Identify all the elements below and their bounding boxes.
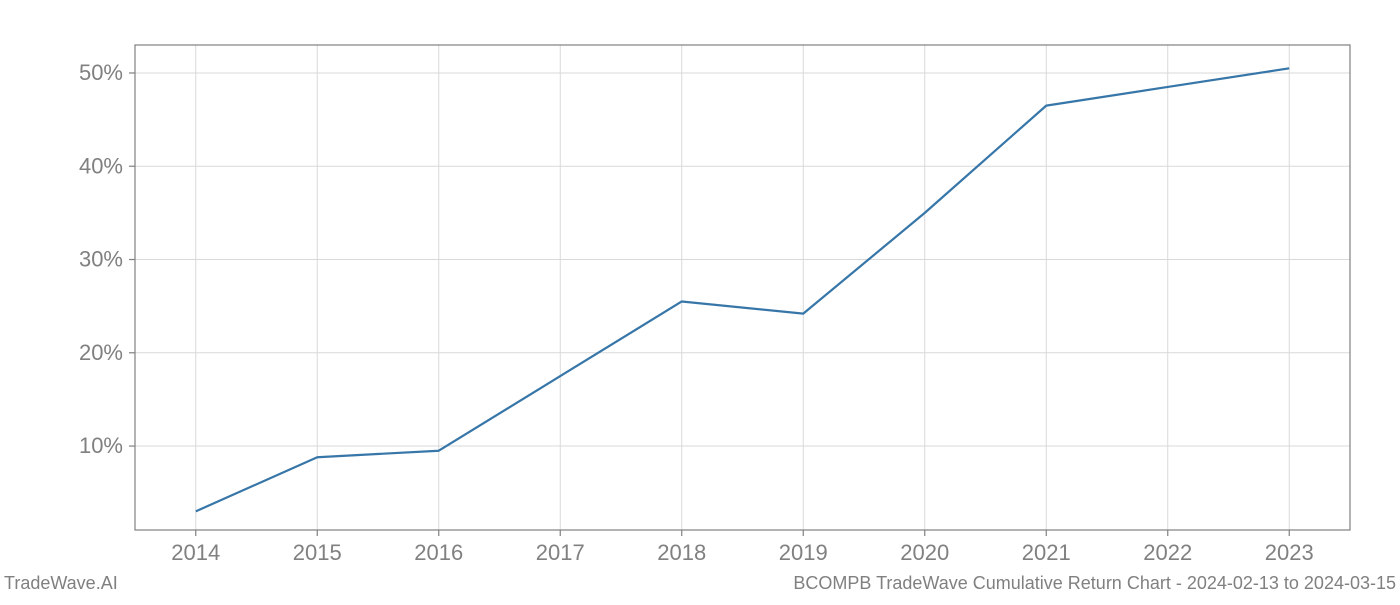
- footer-left-label: TradeWave.AI: [4, 573, 118, 594]
- x-tick-label: 2021: [1022, 540, 1071, 565]
- x-tick-label: 2018: [657, 540, 706, 565]
- footer-right-label: BCOMPB TradeWave Cumulative Return Chart…: [793, 573, 1396, 594]
- y-tick-label: 30%: [79, 247, 123, 272]
- chart-container: 2014 2015 2016 2017 2018 2019 2020 2021 2022 2023…: [0, 0, 1400, 600]
- data-line: [196, 68, 1290, 511]
- x-tick-label: 2022: [1143, 540, 1192, 565]
- x-tick-label: 2019: [779, 540, 828, 565]
- y-tick-label: 50%: [79, 60, 123, 85]
- x-tick-label: 2014: [171, 540, 220, 565]
- x-tick-label: 2016: [414, 540, 463, 565]
- x-tick-label: 2017: [536, 540, 585, 565]
- x-tick-label: 2015: [293, 540, 342, 565]
- line-chart: 2014 2015 2016 2017 2018 2019 2020 2021 2022 2023…: [0, 0, 1400, 600]
- y-tick-label: 20%: [79, 340, 123, 365]
- y-tick-label: 40%: [79, 153, 123, 178]
- y-tick-label: 10%: [79, 433, 123, 458]
- x-tick-label: 2020: [900, 540, 949, 565]
- x-tick-label: 2023: [1265, 540, 1314, 565]
